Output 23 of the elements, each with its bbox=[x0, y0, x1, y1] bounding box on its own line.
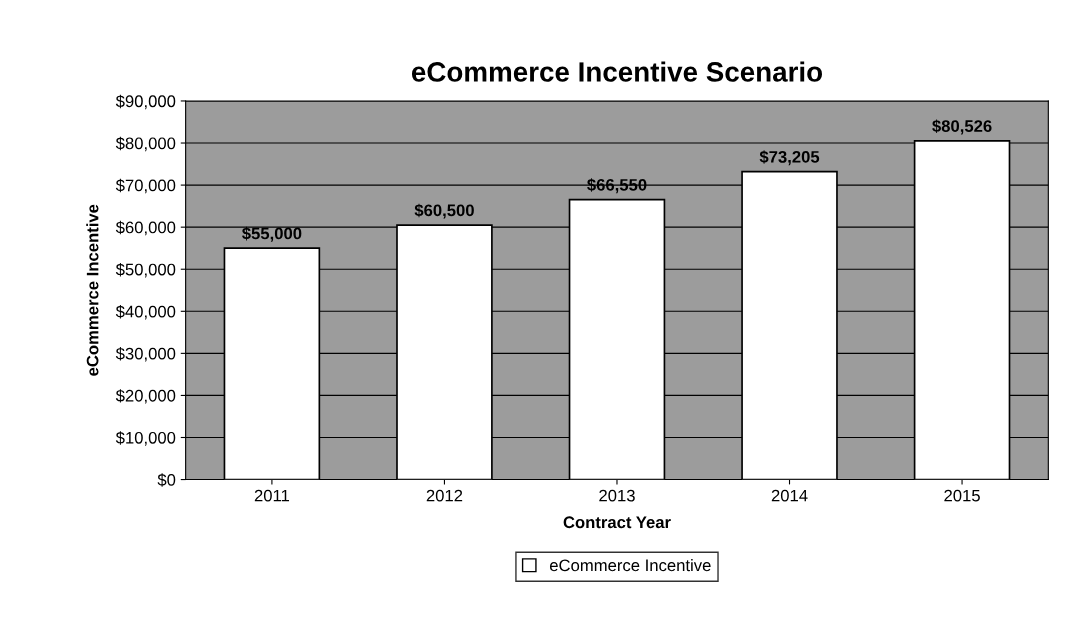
y-tick-label: $90,000 bbox=[115, 94, 176, 110]
y-axis-title: eCommerce Incentive bbox=[86, 204, 99, 376]
y-tick-label: $20,000 bbox=[115, 389, 176, 404]
x-tick-label: 2011 bbox=[254, 489, 290, 502]
y-tick-label: $70,000 bbox=[115, 178, 176, 194]
y-tick-label: $40,000 bbox=[115, 304, 176, 320]
data-label: $80,526 bbox=[932, 119, 992, 135]
y-tick-label: $0 bbox=[157, 473, 176, 487]
chart-title: eCommerce Incentive Scenario bbox=[411, 61, 823, 82]
y-tick-label: $50,000 bbox=[115, 262, 176, 278]
y-tick-label: $60,000 bbox=[115, 220, 176, 236]
x-axis-title: Contract Year bbox=[563, 516, 671, 529]
legend-label: eCommerce Incentive bbox=[549, 559, 711, 572]
data-label: $60,500 bbox=[414, 203, 474, 219]
x-tick-label: 2014 bbox=[771, 489, 808, 502]
data-label: $55,000 bbox=[242, 226, 302, 242]
y-tick-label: $80,000 bbox=[115, 136, 176, 152]
x-tick-label: 2013 bbox=[599, 489, 635, 502]
x-tick-label: 2015 bbox=[944, 489, 980, 502]
y-tick-label: $10,000 bbox=[115, 431, 176, 446]
x-tick-label: 2012 bbox=[426, 489, 463, 502]
y-tick-label: $30,000 bbox=[115, 347, 176, 362]
data-label: $73,205 bbox=[759, 150, 820, 166]
